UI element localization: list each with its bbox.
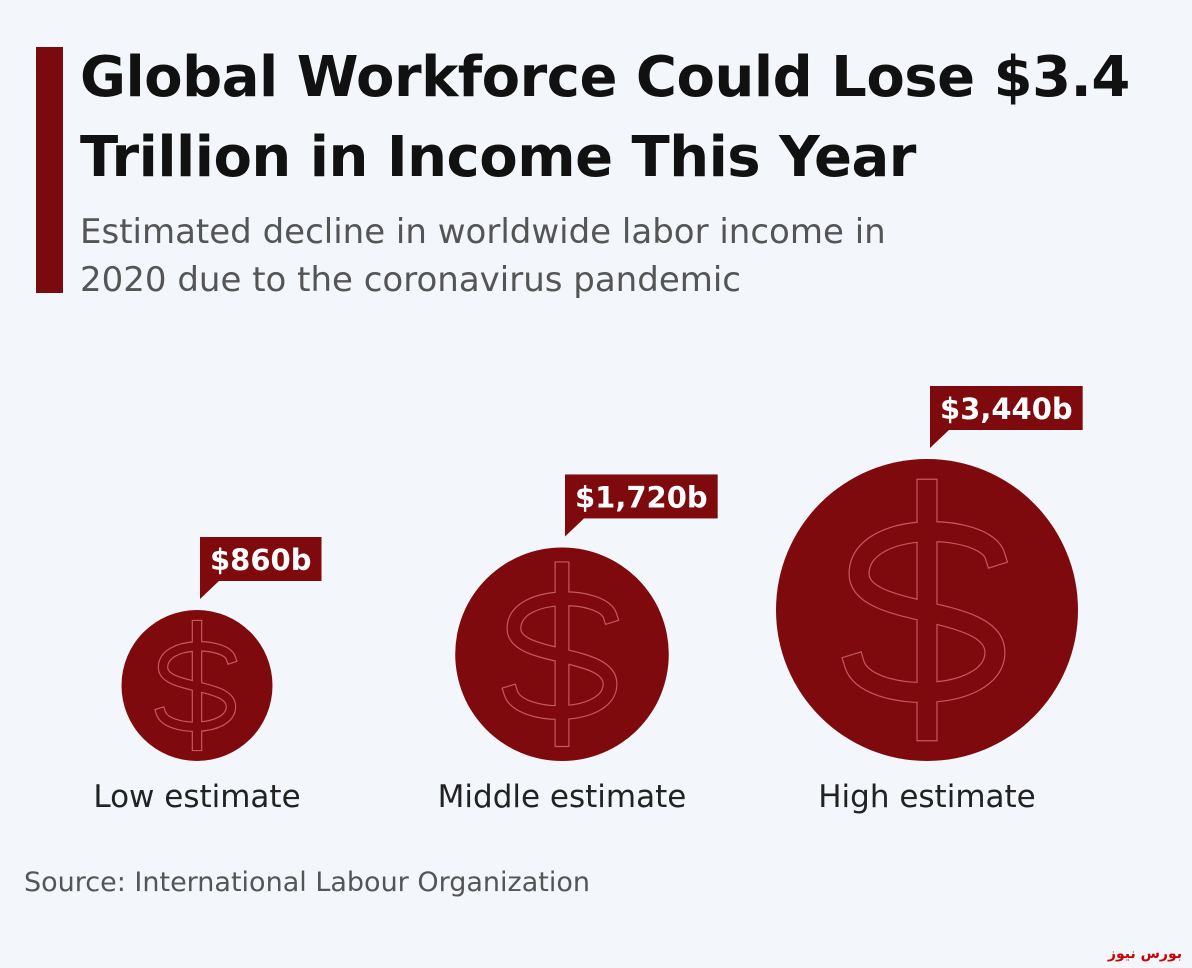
- category-label: Low estimate: [93, 779, 300, 815]
- dollar-icon: [501, 561, 620, 748]
- value-label: $3,440b: [940, 392, 1073, 426]
- dollar-icon: [154, 619, 238, 752]
- dollar-icon: [841, 478, 1009, 742]
- value-label: $860b: [210, 543, 311, 577]
- callout-box: [930, 386, 1083, 430]
- source: Source: International Labour Organizatio…: [24, 867, 590, 898]
- dollar-inner: [155, 621, 237, 750]
- dollar-inner: [842, 479, 1007, 741]
- value-label: $1,720b: [575, 480, 708, 514]
- callout-box: [200, 537, 322, 581]
- callout-tail: [930, 429, 950, 448]
- watermark: بورس نیوز: [1107, 946, 1182, 962]
- callout-box: [565, 474, 718, 519]
- category-label: High estimate: [818, 779, 1036, 815]
- callout-tail: [565, 517, 585, 537]
- callout-tail: [200, 580, 220, 599]
- chart-title: Global Workforce Could Lose $3.4 Trillio…: [80, 45, 1130, 190]
- category-label: Middle estimate: [438, 779, 687, 815]
- chart-subtitle: Estimated decline in worldwide labor inc…: [80, 212, 886, 300]
- dollar-inner: [502, 562, 618, 746]
- accent-bar: [36, 47, 63, 293]
